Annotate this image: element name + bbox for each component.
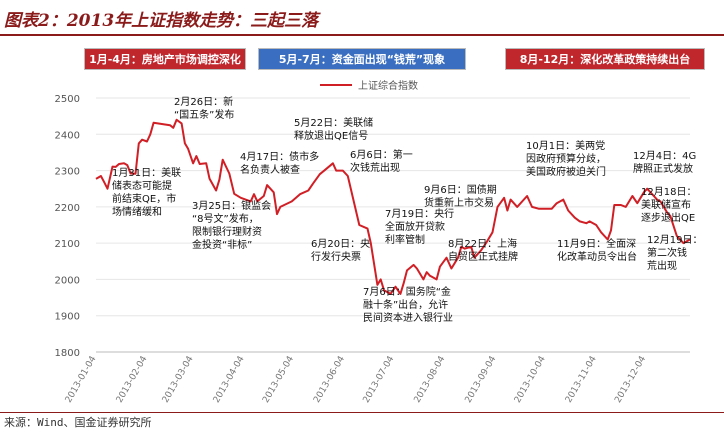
annotation-2013-08-22-line-0: 8月22日：上海: [448, 237, 517, 250]
annotation-2013-07-19-line-0: 7月19日：央行: [385, 207, 454, 220]
title-rule: [0, 34, 724, 36]
annotation-2013-03-25-line-2: 限制银行理财资: [192, 225, 262, 238]
annotation-2013-09-06-line-0: 9月6日：国债期: [424, 183, 497, 196]
annotation-2013-02-26-line-0: 2月26日：新: [174, 95, 233, 108]
x-tick-label: 2013-09-04: [464, 354, 499, 405]
annotation-2013-08-22-line-1: 自贸区正式挂牌: [448, 250, 518, 263]
annotation-2013-07-06-line-0: 7月6日：国务院“金: [363, 285, 451, 298]
phase-banner-1: 1月-4月：房地产市场调控深化: [84, 48, 246, 70]
chart-title: 图表2：2013年上证指数走势：三起三落: [4, 11, 319, 31]
annotation-2013-07-19-line-2: 利率管制: [385, 233, 425, 246]
annotation-2013-05-22-line-0: 5月22日：美联储: [294, 116, 373, 129]
phase-banner-3: 8月-12月：深化改革政策持续出台: [505, 48, 705, 70]
x-tick-label: 2013-10-04: [513, 354, 548, 405]
annotation-2013-12-18-line-1: 美联储宣布: [641, 198, 691, 211]
annotation-2013-05-22-line-1: 释放退出QE信号: [294, 129, 368, 142]
x-tick-label: 2013-07-04: [362, 354, 397, 405]
x-tick-label: 2013-03-04: [161, 354, 196, 405]
annotation-2013-10-01-line-2: 美国政府被迫关门: [526, 165, 606, 178]
annotation-2013-03-25-line-1: “8号文”发布，: [192, 212, 259, 225]
x-axis-ticks: 2013-01-04 2013-02-04 2013-03-04 2013-04-04…: [64, 354, 649, 405]
annotation-2013-09-06-line-1: 货重新上市交易: [424, 196, 494, 209]
x-tick-label: 2013-05-04: [261, 354, 296, 405]
annotation-2013-06-06-line-1: 次钱荒出现: [350, 161, 400, 174]
y-axis-ticks: 1800 1900 2000 2100 2200 2300 2400 2500: [55, 94, 80, 359]
annotation-2013-02-26-line-1: “国五条”发布: [174, 108, 234, 121]
legend-label: 上证综合指数: [358, 79, 418, 92]
annotation-2013-12-19-line-2: 荒出现: [647, 259, 677, 272]
annotation-2013-06-06-line-0: 6月6日：第一: [350, 148, 413, 161]
gridlines: [96, 97, 690, 353]
annotation-2013-11-09-line-0: 11月9日：全面深: [557, 237, 636, 250]
annotation-2013-01-31-line-2: 前结束QE，市: [112, 192, 176, 205]
annotation-2013-11-09-line-1: 化改革动员令出台: [557, 250, 637, 263]
x-tick-label: 2013-06-04: [312, 354, 347, 405]
annotation-2013-10-01-line-0: 10月1日：美两党: [526, 139, 605, 152]
annotation-2013-12-18-line-2: 逐步退出QE: [641, 211, 695, 224]
annotation-2013-03-25-line-3: 金投资“非标”: [192, 238, 252, 251]
source-rule: [0, 412, 724, 413]
annotation-2013-12-04-line-0: 12月4日：4G: [633, 150, 696, 162]
y-tick-label: 2300: [55, 167, 80, 178]
annotation-2013-04-17-line-1: 名负责人被查: [240, 163, 300, 176]
y-tick-label: 2500: [55, 94, 80, 105]
annotation-2013-12-19-line-1: 第二次钱: [647, 246, 687, 259]
source-note: 来源：Wind、国金证券研究所: [4, 416, 152, 429]
phase-banner-2: 5月-7月：资金面出现“钱荒”现象: [258, 48, 466, 70]
annotation-2013-10-01-line-1: 因政府预算分歧，: [526, 152, 606, 165]
x-tick-label: 2013-04-04: [212, 354, 247, 405]
line-chart: 1800 1900 2000 2100 2200 2300 2400 2500 2013-01…: [55, 79, 703, 405]
y-tick-label: 1900: [55, 312, 80, 323]
x-tick-label: 2013-01-04: [64, 354, 99, 405]
annotation-2013-12-04-line-1: 牌照正式发放: [633, 162, 693, 175]
annotations: 2月26日：新“国五条”发布 1月31日：美联储表态可能提前结束QE，市场情绪缓和…: [112, 95, 702, 324]
x-tick-label: 2013-11-04: [564, 354, 599, 405]
y-tick-label: 1800: [55, 348, 80, 359]
annotation-2013-01-31-line-3: 场情绪缓和: [112, 205, 162, 218]
y-tick-label: 2200: [55, 203, 80, 214]
y-tick-label: 2000: [55, 275, 80, 286]
series-line-shanghai-composite: [95, 118, 691, 295]
x-tick-label: 2013-02-04: [115, 354, 150, 405]
annotation-2013-07-19-line-1: 全面放开贷款: [385, 220, 445, 233]
annotation-2013-01-31-line-0: 1月31日：美联: [112, 166, 181, 179]
legend: 上证综合指数: [320, 79, 418, 92]
annotation-2013-06-20-line-1: 行发行央票: [311, 250, 361, 263]
annotation-2013-12-18-line-0: 12月18日：: [641, 186, 696, 198]
annotation-2013-01-31-line-1: 储表态可能提: [112, 179, 172, 192]
annotation-2013-06-20-line-0: 6月20日：央: [311, 237, 370, 250]
annotation-2013-07-06-line-2: 民间资本进入银行业: [363, 311, 453, 324]
annotation-2013-03-25-line-0: 3月25日：银监会: [192, 199, 271, 212]
annotation-2013-07-06-line-1: 融十条”出台，允许: [363, 298, 448, 311]
y-tick-label: 2100: [55, 239, 80, 250]
x-tick-label: 2013-12-04: [613, 354, 648, 405]
annotation-2013-12-19-line-0: 12月19日：: [647, 234, 702, 246]
y-tick-label: 2400: [55, 130, 80, 141]
x-tick-label: 2013-08-04: [413, 354, 448, 405]
annotation-2013-04-17-line-0: 4月17日：债市多: [240, 150, 319, 163]
